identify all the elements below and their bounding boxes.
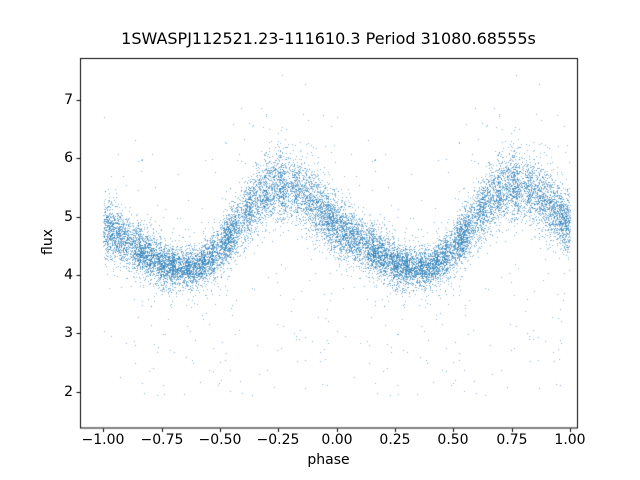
y-tick-label: 7 <box>64 92 73 108</box>
x-tick-label: 0.50 <box>437 432 469 448</box>
y-tick-label: 6 <box>64 150 73 166</box>
x-tick-label: −0.50 <box>198 432 242 448</box>
x-tick-label: 1.00 <box>554 432 586 448</box>
x-tick-label: 0.25 <box>379 432 411 448</box>
y-tick-label: 4 <box>64 267 73 283</box>
x-tick-label: −0.25 <box>256 432 300 448</box>
x-tick-label: −1.00 <box>81 432 125 448</box>
x-axis-label: phase <box>307 452 350 468</box>
x-tick-label: 0.75 <box>496 432 528 448</box>
x-tick-label: 0.00 <box>321 432 353 448</box>
y-tick-label: 5 <box>64 209 73 225</box>
y-tick-label: 2 <box>64 384 73 400</box>
y-tick-label: 3 <box>64 325 73 341</box>
chart-title: 1SWASPJ112521.23-111610.3 Period 31080.6… <box>121 29 536 48</box>
y-axis-label: flux <box>40 229 56 255</box>
x-tick-label: −0.75 <box>140 432 184 448</box>
